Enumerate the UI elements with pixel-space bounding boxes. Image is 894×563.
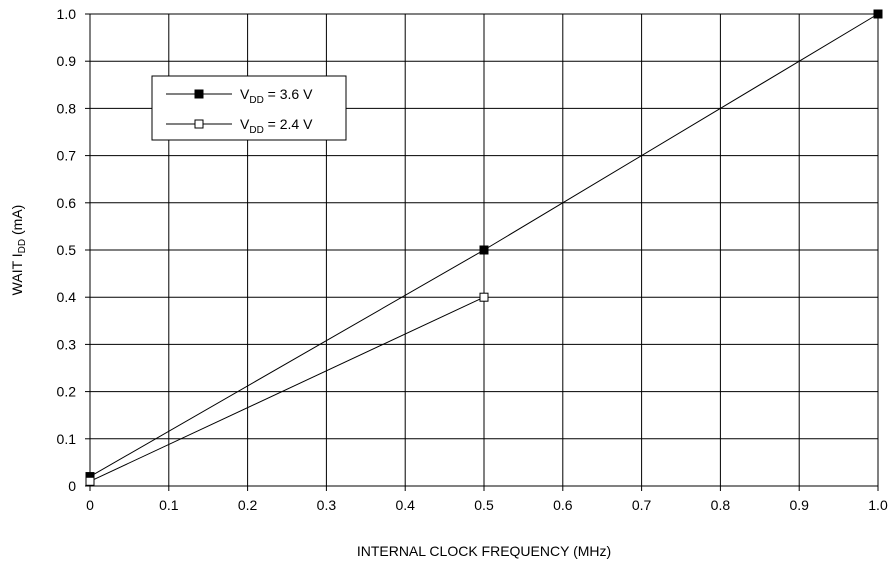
chart-series bbox=[85, 9, 883, 486]
x-tick-label: 0.4 bbox=[395, 497, 415, 513]
legend-marker bbox=[194, 89, 204, 99]
legend-marker bbox=[194, 119, 204, 129]
y-tick-label: 0 bbox=[68, 478, 76, 494]
y-tick-label: 1.0 bbox=[57, 6, 77, 22]
series-1-point bbox=[873, 9, 883, 19]
y-tick-label: 0.1 bbox=[57, 431, 77, 447]
y-axis-title-main: WAIT I bbox=[9, 253, 25, 295]
y-tick-label: 0.4 bbox=[57, 289, 77, 305]
series-2-point bbox=[85, 476, 95, 486]
y-tick-label: 0.5 bbox=[57, 242, 77, 258]
legend-label: VDD = 2.4 V bbox=[240, 116, 313, 136]
y-tick-label: 0.7 bbox=[57, 148, 77, 164]
legend-entry: VDD = 3.6 V bbox=[166, 86, 313, 106]
y-tick-label: 0.2 bbox=[57, 384, 77, 400]
x-axis-title: INTERNAL CLOCK FREQUENCY (MHz) bbox=[357, 543, 611, 559]
y-axis-title-subscript: DD bbox=[17, 239, 28, 253]
x-tick-label: 0.5 bbox=[474, 497, 494, 513]
x-tick-label: 0.1 bbox=[159, 497, 179, 513]
x-axis-ticks: 0 0.1 0.2 0.3 0.4 0.5 0.6 0.7 0.8 0.9 1.0 bbox=[86, 486, 888, 513]
series-line-2 bbox=[89, 296, 485, 482]
y-axis-ticks: 0 0.1 0.2 0.3 0.4 0.5 0.6 0.7 0.8 0.9 1.0 bbox=[57, 6, 90, 494]
x-tick-label: 0.8 bbox=[711, 497, 731, 513]
y-tick-label: 0.8 bbox=[57, 100, 77, 116]
y-axis-title-unit: (mA) bbox=[9, 205, 25, 239]
y-tick-label: 0.6 bbox=[57, 195, 77, 211]
x-tick-label: 1.0 bbox=[868, 497, 888, 513]
x-tick-label: 0.9 bbox=[789, 497, 809, 513]
y-axis-title: WAIT IDD (mA) bbox=[9, 205, 28, 296]
legend-box bbox=[151, 75, 347, 141]
x-tick-label: 0.2 bbox=[238, 497, 258, 513]
series-1-point bbox=[479, 245, 489, 255]
x-tick-label: 0 bbox=[86, 497, 94, 513]
legend: VDD = 3.6 V VDD = 2.4 V bbox=[151, 75, 347, 141]
x-tick-label: 0.6 bbox=[553, 497, 573, 513]
y-tick-label: 0.9 bbox=[57, 53, 77, 69]
series-2-point bbox=[479, 292, 489, 302]
legend-label: VDD = 3.6 V bbox=[240, 86, 313, 106]
legend-entry: VDD = 2.4 V bbox=[166, 116, 313, 136]
x-tick-label: 0.3 bbox=[317, 497, 337, 513]
x-tick-label: 0.7 bbox=[632, 497, 652, 513]
y-tick-label: 0.3 bbox=[57, 336, 77, 352]
